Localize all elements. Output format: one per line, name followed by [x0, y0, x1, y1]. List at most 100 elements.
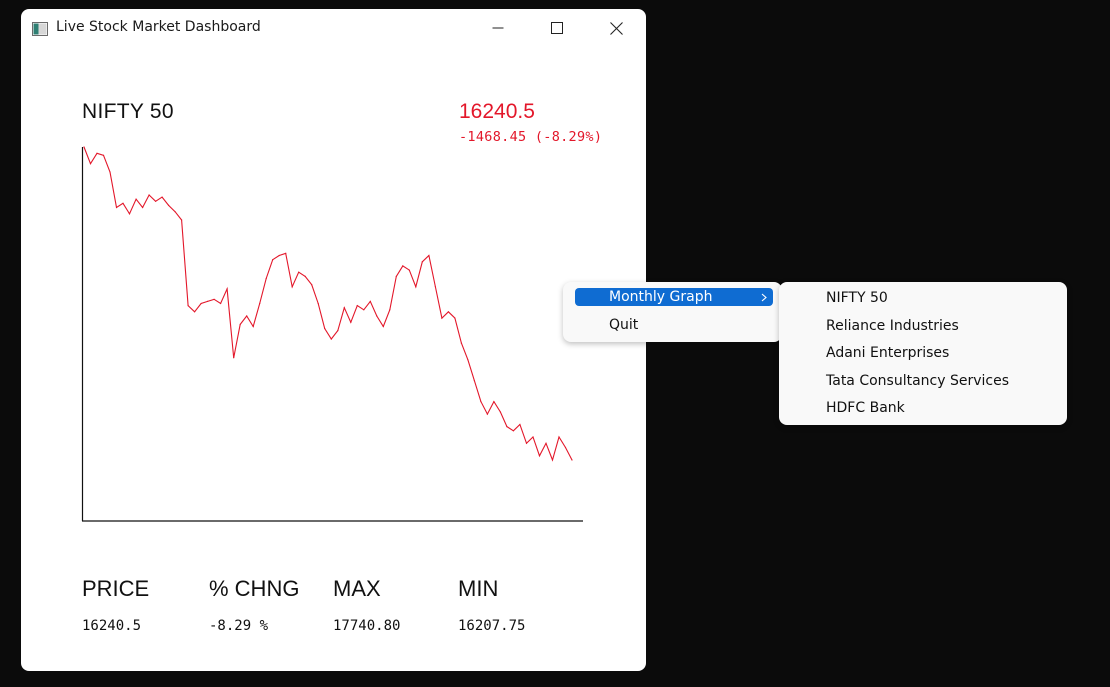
data-point-61 [480, 401, 482, 403]
menu-item-quit[interactable]: Quit [563, 314, 782, 340]
data-point-44 [369, 300, 371, 302]
data-points [83, 146, 573, 461]
data-point-37 [324, 327, 326, 330]
data-point-71 [545, 442, 547, 444]
menu-item-monthly-graph[interactable]: Monthly Graph [575, 288, 773, 306]
stat-value-max: 17740.80 [333, 618, 401, 634]
data-point-14 [174, 211, 176, 213]
price-line-chart [81, 146, 583, 522]
data-point-63 [493, 401, 495, 403]
minimize-icon [492, 27, 504, 29]
submenu-item-label: HDFC Bank [826, 400, 905, 416]
submenu-item-adani[interactable]: Adani Enterprises [779, 341, 1067, 367]
maximize-icon [551, 22, 563, 34]
index-name: NIFTY 50 [82, 100, 174, 123]
data-point-38 [330, 338, 332, 340]
submenu-item-reliance[interactable]: Reliance Industries [779, 314, 1067, 340]
stat-label-min: MIN [458, 576, 499, 601]
submenu-item-label: NIFTY 50 [826, 290, 888, 306]
stat-value-min: 16207.75 [458, 618, 526, 634]
data-point-40 [343, 307, 345, 309]
dashboard-content: NIFTY 50 16240.5 -1468.45 (-8.29%) PRICE… [21, 47, 646, 671]
data-point-12 [161, 196, 163, 198]
data-point-47 [389, 309, 391, 311]
data-point-43 [363, 309, 365, 311]
menu-item-label: Monthly Graph [609, 289, 713, 305]
data-point-16 [187, 305, 189, 307]
data-point-58 [460, 342, 462, 344]
data-point-30 [278, 254, 280, 257]
data-point-4 [109, 171, 111, 173]
data-point-46 [382, 325, 384, 328]
close-button[interactable] [587, 9, 645, 47]
data-point-31 [285, 252, 287, 254]
data-point-52 [421, 261, 423, 263]
data-point-2 [96, 152, 98, 154]
data-point-13 [168, 204, 170, 206]
data-point-5 [115, 206, 118, 209]
data-point-41 [350, 321, 352, 323]
data-point-45 [376, 315, 378, 317]
data-point-56 [447, 311, 449, 313]
data-point-27 [259, 302, 261, 305]
data-point-19 [207, 300, 209, 302]
data-point-29 [272, 259, 274, 261]
data-point-60 [473, 380, 475, 382]
data-point-51 [415, 286, 417, 288]
data-point-20 [213, 298, 215, 300]
stat-label-max: MAX [333, 576, 381, 601]
submenu-item-hdfc[interactable]: HDFC Bank [779, 396, 1067, 422]
submenu-item-label: Tata Consultancy Services [826, 373, 1010, 389]
data-point-70 [538, 455, 541, 457]
data-point-68 [525, 442, 528, 444]
submenu-item-nifty-50[interactable]: NIFTY 50 [779, 286, 1067, 312]
current-price: 16240.5 [459, 100, 535, 123]
app-window: Live Stock Market Dashboard NIFTY 50 162… [21, 9, 646, 671]
data-point-11 [155, 200, 157, 202]
data-point-39 [337, 330, 339, 332]
maximize-button[interactable] [528, 9, 586, 47]
data-point-17 [194, 311, 196, 313]
app-icon [32, 21, 48, 36]
data-point-35 [311, 284, 313, 286]
data-point-67 [519, 423, 521, 426]
data-point-15 [181, 219, 183, 221]
stat-label-price: PRICE [82, 576, 150, 601]
data-point-48 [395, 275, 397, 277]
data-point-23 [233, 357, 235, 359]
data-point-10 [148, 194, 150, 196]
data-point-36 [317, 302, 319, 305]
data-point-0 [83, 146, 85, 148]
submenu-item-label: Reliance Industries [826, 318, 959, 334]
monthly-graph-submenu: NIFTY 50 Reliance Industries Adani Enter… [779, 282, 1067, 425]
data-point-26 [252, 325, 254, 328]
data-point-50 [408, 269, 410, 271]
close-icon [609, 21, 623, 35]
submenu-item-tcs[interactable]: Tata Consultancy Services [779, 369, 1067, 395]
submenu-item-label: Adani Enterprises [826, 345, 950, 361]
data-point-42 [356, 305, 358, 307]
data-point-64 [499, 411, 501, 413]
title-bar[interactable]: Live Stock Market Dashboard [21, 9, 646, 47]
data-point-25 [246, 315, 248, 317]
data-point-72 [551, 459, 554, 461]
data-point-49 [402, 265, 404, 267]
data-point-65 [506, 426, 508, 428]
data-point-69 [532, 436, 534, 438]
data-point-8 [135, 198, 137, 200]
data-point-54 [434, 286, 436, 288]
data-point-32 [291, 286, 293, 288]
series-line [83, 146, 573, 462]
data-point-62 [486, 413, 488, 415]
data-point-34 [304, 275, 306, 277]
data-point-22 [226, 288, 228, 290]
data-point-55 [441, 317, 443, 319]
minimize-button[interactable] [469, 9, 527, 47]
data-point-18 [200, 302, 202, 305]
stat-value-change: -8.29 % [209, 618, 269, 634]
context-menu: Monthly Graph Quit [563, 282, 782, 342]
price-change: -1468.45 (-8.29%) [459, 129, 603, 145]
data-point-21 [220, 302, 222, 305]
data-point-9 [142, 206, 144, 209]
data-point-7 [128, 213, 131, 215]
